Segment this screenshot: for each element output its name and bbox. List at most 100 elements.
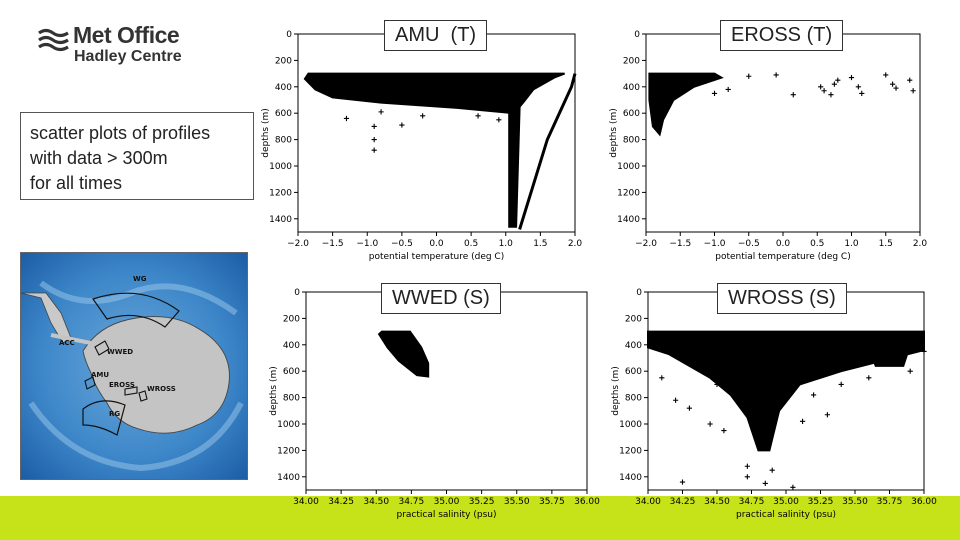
scatter-point — [838, 381, 844, 387]
scatter-cloud — [648, 72, 724, 137]
y-tick-label: 1200 — [619, 446, 642, 456]
logo-subtitle: Hadley Centre — [74, 48, 182, 65]
y-tick-label: 600 — [623, 109, 640, 119]
y-tick-label: 0 — [286, 30, 292, 40]
y-tick-label: 400 — [625, 341, 642, 351]
wwed-box — [94, 340, 110, 356]
y-tick-label: 1400 — [277, 473, 300, 483]
x-tick-label: 0.0 — [429, 239, 444, 249]
wross-box — [138, 390, 148, 402]
map-label-wwed: WWED — [107, 348, 133, 356]
x-tick-label: 0.5 — [464, 239, 478, 249]
x-tick-label: −1.5 — [322, 239, 344, 249]
map-label-eross: EROSS — [109, 381, 135, 389]
chart-wwed-salinity: 34.00 34.25 34.50 34.75 35.00 35.25 35.50 35.75… — [268, 272, 600, 522]
x-tick-label: 1.5 — [879, 239, 893, 249]
scatter-point — [378, 109, 384, 115]
antarctic-region-map: WG ACC WWED AMU EROSS WROSS RG — [20, 252, 248, 480]
chart-title-wross: WROSS (S) — [717, 283, 847, 314]
peninsula — [50, 333, 99, 356]
scatter-point — [769, 467, 775, 473]
y-tick-label: 1200 — [617, 188, 640, 198]
x-tick-label: 35.25 — [808, 497, 834, 507]
scatter-point — [420, 113, 426, 119]
scatter-cloud — [303, 72, 565, 115]
x-tick-label: 35.50 — [504, 497, 530, 507]
y-tick-label: 1400 — [619, 473, 642, 483]
scatter-point — [855, 84, 861, 90]
chart-svg: 34.00 34.25 34.50 34.75 35.00 35.25 35.50 35.75… — [269, 288, 600, 520]
x-tick-label: −1.5 — [669, 239, 691, 249]
y-tick-label: 200 — [623, 56, 640, 66]
x-tick-label: 2.0 — [568, 239, 583, 249]
y-tick-label: 400 — [275, 83, 292, 93]
description-line: for all times — [30, 173, 123, 193]
scatter-point — [399, 122, 405, 128]
x-tick-label: 1.5 — [533, 239, 547, 249]
scatter-point — [707, 421, 713, 427]
scatter-point — [893, 85, 899, 91]
y-tick-label: 0 — [294, 288, 300, 298]
scatter-point — [790, 92, 796, 98]
scatter-point — [343, 115, 350, 122]
x-tick-label: 36.00 — [574, 497, 600, 507]
y-axis-label: depths (m) — [611, 366, 621, 416]
scatter-point — [659, 375, 665, 381]
x-tick-label: 34.25 — [328, 497, 354, 507]
x-tick-label: 34.75 — [398, 497, 424, 507]
x-tick-label: 35.75 — [539, 497, 565, 507]
scatter-point — [746, 73, 752, 79]
y-tick-label: 1200 — [269, 188, 292, 198]
y-axis-label: depths (m) — [269, 366, 279, 416]
map-label-wross: WROSS — [147, 385, 176, 393]
x-axis-label: practical salinity (psu) — [397, 510, 497, 520]
scatter-point — [799, 418, 806, 424]
scatter-cloud — [377, 330, 430, 378]
scatter-point — [721, 428, 727, 434]
x-tick-label: 34.50 — [704, 497, 730, 507]
scatter-point — [744, 463, 750, 469]
scatter-point — [773, 72, 779, 78]
scatter-point — [475, 113, 481, 119]
map-label-acc: ACC — [59, 339, 75, 347]
scatter-point — [711, 90, 718, 96]
scatter-point — [859, 90, 865, 96]
x-tick-label: 34.00 — [635, 497, 661, 507]
x-tick-label: 0.0 — [776, 239, 791, 249]
scatter-point — [848, 74, 855, 81]
scatter-point — [907, 77, 913, 83]
y-tick-label: 800 — [275, 136, 292, 146]
x-tick-label: 35.50 — [842, 497, 868, 507]
y-tick-label: 800 — [283, 394, 300, 404]
rg-box — [82, 400, 126, 436]
chart-svg: 34.00 34.25 34.50 34.75 35.00 35.25 35.50 35.75… — [611, 288, 937, 520]
scatter-point — [821, 88, 827, 94]
y-tick-label: 600 — [275, 109, 292, 119]
y-tick-label: 0 — [636, 288, 642, 298]
x-tick-label: 36.00 — [911, 497, 937, 507]
scatter-point — [866, 375, 872, 381]
scatter-point — [883, 72, 889, 78]
amu-box — [84, 376, 96, 390]
scatter-point — [828, 92, 834, 98]
y-tick-label: 800 — [623, 136, 640, 146]
y-tick-label: 600 — [625, 367, 642, 377]
map-label-wg: WG — [133, 275, 147, 283]
scatter-point — [811, 392, 817, 398]
x-tick-label: −1.0 — [704, 239, 726, 249]
x-tick-label: 1.0 — [499, 239, 514, 249]
description-box: scatter plots of profiles with data > 30… — [20, 112, 254, 200]
scatter-point — [835, 77, 841, 83]
chart-wross-salinity: 34.00 34.25 34.50 34.75 35.00 35.25 35.50 35.75… — [604, 272, 940, 522]
y-tick-label: 1000 — [619, 420, 642, 430]
scatter-point — [673, 397, 679, 403]
y-tick-label: 200 — [283, 314, 300, 324]
chart-svg: −2.0 −1.5 −1.0 −0.5 0.0 0.5 1.0 1.5 2.0 0 200 400 60… — [261, 30, 583, 262]
description-line: scatter plots of profiles — [30, 123, 211, 143]
scatter-point — [921, 348, 927, 354]
scatter-point — [824, 412, 830, 418]
y-tick-label: 1200 — [277, 446, 300, 456]
x-tick-label: 34.25 — [670, 497, 696, 507]
x-axis-label: potential temperature (deg C) — [369, 252, 504, 262]
scatter-point — [762, 480, 768, 486]
